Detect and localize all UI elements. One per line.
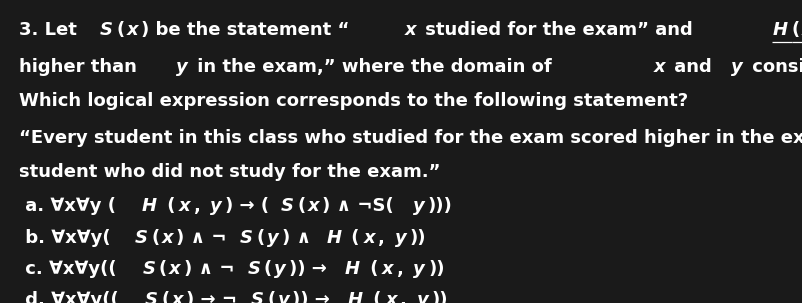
Text: ) → (: ) → ( (225, 197, 269, 215)
Text: H: H (772, 21, 787, 39)
Text: x: x (169, 260, 180, 278)
Text: Which logical expression corresponds to the following statement?: Which logical expression corresponds to … (19, 92, 687, 110)
Text: (: ( (151, 229, 159, 247)
Text: ,: , (399, 291, 413, 303)
Text: consists of all students in this class.: consists of all students in this class. (745, 58, 802, 76)
Text: H: H (344, 260, 359, 278)
Text: y: y (277, 291, 289, 303)
Text: ) ∧: ) ∧ (282, 229, 317, 247)
Text: y: y (412, 197, 423, 215)
Text: x: x (307, 197, 318, 215)
Text: (: ( (367, 291, 381, 303)
Text: higher than: higher than (19, 58, 143, 76)
Text: in the exam,” where the domain of: in the exam,” where the domain of (190, 58, 557, 76)
Text: ))): ))) (427, 197, 452, 215)
Text: b. ∀x∀y(: b. ∀x∀y( (19, 229, 111, 247)
Text: x: x (385, 291, 397, 303)
Text: S: S (247, 260, 260, 278)
Text: y: y (176, 58, 187, 76)
Text: )): )) (427, 260, 444, 278)
Text: H: H (141, 197, 156, 215)
Text: x: x (179, 197, 190, 215)
Text: S: S (280, 197, 294, 215)
Text: x: x (801, 21, 802, 39)
Text: )) →: )) → (292, 291, 336, 303)
Text: (: ( (267, 291, 275, 303)
Text: 3. Let: 3. Let (19, 21, 83, 39)
Text: S: S (250, 291, 263, 303)
Text: S: S (240, 229, 253, 247)
Text: H: H (326, 229, 341, 247)
Text: studied for the exam” and: studied for the exam” and (419, 21, 699, 39)
Text: x: x (404, 21, 415, 39)
Text: (: ( (256, 229, 264, 247)
Text: (: ( (160, 197, 175, 215)
Text: d. ∀x∀y((: d. ∀x∀y(( (19, 291, 119, 303)
Text: (: ( (363, 260, 378, 278)
Text: (: ( (116, 21, 124, 39)
Text: (: ( (345, 229, 359, 247)
Text: student who did not study for the exam.”: student who did not study for the exam.” (19, 163, 440, 181)
Text: ) ∧ ¬: ) ∧ ¬ (176, 229, 226, 247)
Text: ) ∧ ¬: ) ∧ ¬ (184, 260, 234, 278)
Text: y: y (416, 291, 428, 303)
Text: ) → ¬: ) → ¬ (186, 291, 237, 303)
Text: c. ∀x∀y((: c. ∀x∀y(( (19, 260, 116, 278)
Text: x: x (363, 229, 375, 247)
Text: y: y (731, 58, 742, 76)
Text: “Every student in this class who studied for the exam scored higher in the exam : “Every student in this class who studied… (19, 129, 802, 147)
Text: S: S (100, 21, 113, 39)
Text: S: S (144, 291, 158, 303)
Text: y: y (274, 260, 286, 278)
Text: ,: , (396, 260, 410, 278)
Text: x: x (127, 21, 138, 39)
Text: )): )) (409, 229, 426, 247)
Text: (: ( (159, 260, 167, 278)
Text: ,: , (378, 229, 391, 247)
Text: x: x (653, 58, 664, 76)
Text: and: and (667, 58, 718, 76)
Text: S: S (135, 229, 148, 247)
Text: (: ( (791, 21, 799, 39)
Text: S: S (142, 260, 155, 278)
Text: ,: , (193, 197, 206, 215)
Text: y: y (395, 229, 406, 247)
Text: y: y (266, 229, 278, 247)
Text: x: x (161, 229, 173, 247)
Text: ) ∧ ¬S(: ) ∧ ¬S( (322, 197, 393, 215)
Text: (: ( (264, 260, 272, 278)
Text: x: x (382, 260, 393, 278)
Text: )) →: )) → (289, 260, 333, 278)
Text: (: ( (161, 291, 169, 303)
Text: x: x (172, 291, 183, 303)
Text: )): )) (431, 291, 448, 303)
Text: (: ( (297, 197, 305, 215)
Text: y: y (210, 197, 221, 215)
Text: y: y (413, 260, 424, 278)
Text: ) be the statement “: ) be the statement “ (141, 21, 350, 39)
Text: a. ∀x∀y (: a. ∀x∀y ( (19, 197, 116, 215)
Text: H: H (348, 291, 363, 303)
